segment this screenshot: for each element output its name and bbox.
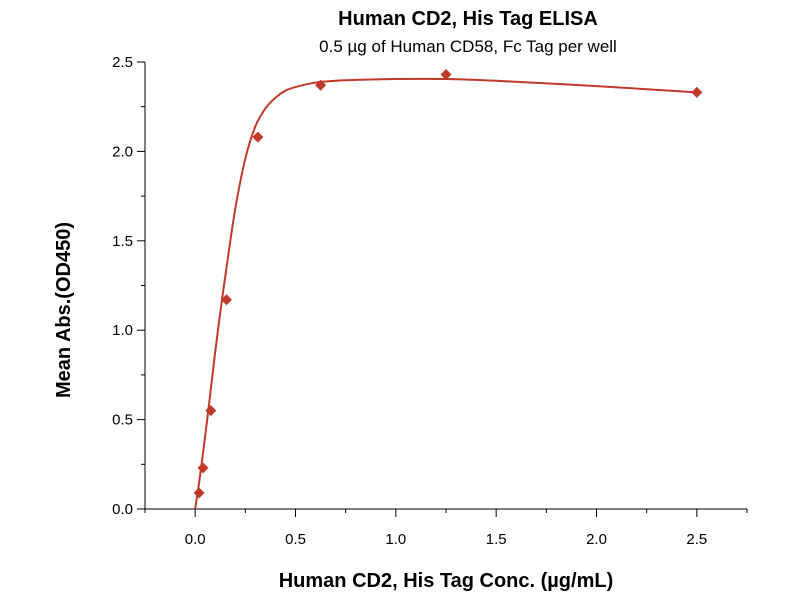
data-point: [315, 79, 327, 91]
x-tick-label: 0.5: [285, 531, 306, 548]
y-tick-label: 2.5: [112, 54, 133, 71]
data-point: [252, 131, 264, 143]
y-axis-label: Mean Abs.(OD450): [53, 222, 75, 398]
x-tick-label: 0.0: [185, 531, 206, 548]
data-point: [440, 69, 452, 81]
fit-curve: [194, 77, 697, 510]
x-tick-label: 1.0: [385, 531, 406, 548]
y-tick-label: 1.0: [112, 322, 133, 339]
data-point: [691, 86, 703, 98]
y-tick-label: 0.5: [112, 412, 133, 429]
data-point: [205, 405, 217, 417]
data-point: [197, 462, 209, 474]
y-ticks: 0.0 0.5 1.0 1.5 2.0 2.5: [112, 54, 145, 518]
chart-subtitle: 0.5 µg of Human CD58, Fc Tag per well: [319, 37, 617, 56]
x-ticks: 0.0 0.5 1.0 1.5 2.0 2.5: [144, 509, 748, 548]
y-tick-label: 1.5: [112, 233, 133, 250]
x-tick-label: 1.5: [486, 531, 507, 548]
x-tick-label: 2.0: [586, 531, 607, 548]
data-points: [193, 69, 703, 499]
y-tick-label: 2.0: [112, 143, 133, 160]
y-tick-label: 0.0: [112, 501, 133, 518]
x-tick-label: 2.5: [686, 531, 707, 548]
x-axis-label: Human CD2, His Tag Conc. (µg/mL): [279, 570, 614, 592]
data-point: [193, 487, 205, 499]
chart-title: Human CD2, His Tag ELISA: [338, 8, 598, 30]
data-point: [220, 294, 232, 306]
